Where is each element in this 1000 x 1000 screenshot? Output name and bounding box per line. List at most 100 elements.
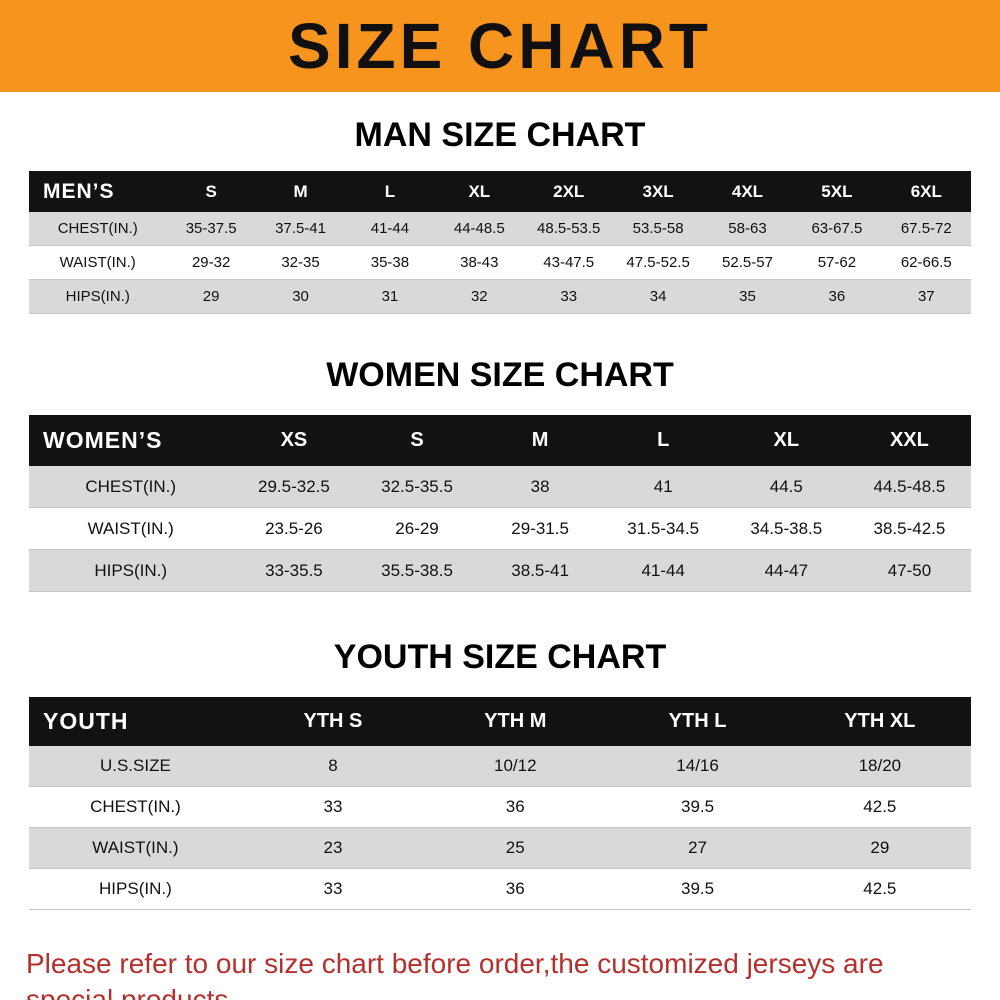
size-chart-banner: SIZE CHART bbox=[0, 0, 1000, 92]
table-group-label: YOUTH bbox=[29, 697, 242, 746]
size-column-header: XS bbox=[232, 415, 356, 466]
size-value-cell: 47.5-52.5 bbox=[626, 254, 690, 271]
measurement-row: HIPS(IN.) 33-35.5 35.5-38.5 38.5-41 41-44 44-… bbox=[29, 549, 971, 592]
size-value-cell: 36 bbox=[505, 797, 525, 816]
table-header-row: MEN’S S M L XL 2XL 3XL 4XL 5XL 6XL bbox=[29, 171, 971, 212]
size-column-header: L bbox=[601, 415, 725, 466]
size-column-header: S bbox=[166, 171, 256, 212]
size-column-header: 2XL bbox=[524, 171, 614, 212]
table-header-row: WOMEN’S XS S M L XL XXL bbox=[29, 415, 971, 466]
size-value-cell: 32-35 bbox=[281, 254, 320, 271]
size-value-cell: 35.5-38.5 bbox=[381, 560, 453, 580]
table-group-label: WOMEN’S bbox=[29, 415, 233, 466]
table-group-label: MEN’S bbox=[29, 171, 167, 212]
size-value-cell: 37 bbox=[917, 288, 935, 305]
measurement-label: CHEST(IN.) bbox=[90, 797, 181, 816]
size-value-cell: 44-47 bbox=[764, 560, 809, 580]
size-value-cell: 52.5-57 bbox=[722, 254, 773, 271]
size-value-cell: 29-32 bbox=[191, 254, 231, 271]
size-value-cell: 38.5-42.5 bbox=[873, 518, 946, 538]
size-value-cell: 35-37.5 bbox=[185, 220, 237, 237]
size-value-cell: 62-66.5 bbox=[900, 254, 952, 271]
measurement-row: HIPS(IN.) 29 30 31 32 33 34 35 36 37 bbox=[29, 279, 971, 314]
size-value-cell: 31 bbox=[381, 288, 399, 305]
size-column-header: YTH M bbox=[424, 697, 607, 746]
size-value-cell: 58-63 bbox=[728, 220, 767, 237]
measurement-label: HIPS(IN.) bbox=[65, 288, 130, 305]
women-size-chart-section: WOMEN SIZE CHART WOMEN’S XS S M L XL XXL CHEST(… bbox=[0, 356, 1000, 592]
size-column-header: L bbox=[345, 171, 435, 212]
size-value-cell: 38-43 bbox=[460, 254, 499, 271]
size-value-cell: 25 bbox=[505, 838, 525, 857]
size-value-cell: 33 bbox=[560, 288, 578, 305]
size-value-cell: 44-48.5 bbox=[453, 220, 505, 237]
size-column-header: YTH L bbox=[606, 697, 789, 746]
size-value-cell: 18/20 bbox=[858, 756, 902, 775]
size-value-cell: 48.5-53.5 bbox=[537, 220, 601, 237]
size-value-cell: 23 bbox=[323, 838, 343, 857]
size-column-header: XL bbox=[434, 171, 525, 212]
measurement-label: CHEST(IN.) bbox=[57, 220, 138, 237]
size-value-cell: 39.5 bbox=[681, 797, 715, 816]
size-value-cell: 63-67.5 bbox=[811, 220, 863, 237]
measurement-label: WAIST(IN.) bbox=[59, 254, 136, 271]
size-column-header: YTH S bbox=[241, 697, 425, 746]
size-value-cell: 44.5 bbox=[769, 476, 803, 496]
size-value-cell: 43-47.5 bbox=[543, 254, 595, 271]
men-size-table: MEN’S S M L XL 2XL 3XL 4XL 5XL 6XL CHEST(IN.) 35-37… bbox=[29, 171, 971, 314]
size-column-header: 5XL bbox=[792, 171, 882, 212]
size-value-cell: 26-29 bbox=[395, 518, 439, 538]
size-value-cell: 39.5 bbox=[681, 879, 715, 898]
size-column-header: YTH XL bbox=[788, 697, 971, 746]
measurement-label: WAIST(IN.) bbox=[92, 838, 179, 857]
size-value-cell: 35-38 bbox=[370, 254, 410, 271]
size-value-cell: 8 bbox=[328, 756, 338, 775]
size-value-cell: 42.5 bbox=[863, 797, 897, 816]
measurement-label: CHEST(IN.) bbox=[85, 476, 177, 496]
size-column-header: M bbox=[478, 415, 602, 466]
size-value-cell: 44.5-48.5 bbox=[873, 476, 946, 496]
size-value-cell: 42.5 bbox=[863, 879, 897, 898]
size-column-header: M bbox=[255, 171, 346, 212]
order-disclaimer: Please refer to our size chart before or… bbox=[0, 946, 1000, 1000]
size-value-cell: 29 bbox=[202, 288, 220, 305]
measurement-row: U.S.SIZE 8 10/12 14/16 18/20 bbox=[29, 746, 971, 787]
size-value-cell: 31.5-34.5 bbox=[627, 518, 700, 538]
measurement-row: CHEST(IN.) 35-37.5 37.5-41 41-44 44-48.5 48.5… bbox=[29, 212, 971, 246]
size-value-cell: 34.5-38.5 bbox=[750, 518, 823, 538]
size-value-cell: 35 bbox=[739, 288, 756, 305]
women-section-title: WOMEN SIZE CHART bbox=[326, 356, 674, 394]
size-value-cell: 57-62 bbox=[817, 254, 857, 271]
size-value-cell: 37.5-41 bbox=[275, 220, 326, 237]
measurement-label: HIPS(IN.) bbox=[99, 879, 172, 898]
size-value-cell: 29.5-32.5 bbox=[258, 476, 330, 496]
size-value-cell: 32 bbox=[470, 288, 488, 305]
youth-size-table: YOUTH YTH S YTH M YTH L YTH XL U.S.SIZE 8 10/12… bbox=[29, 697, 971, 910]
measurement-row: HIPS(IN.) 33 36 39.5 42.5 bbox=[29, 868, 971, 910]
size-value-cell: 32.5-35.5 bbox=[381, 476, 453, 496]
size-value-cell: 30 bbox=[292, 288, 309, 305]
size-value-cell: 47-50 bbox=[887, 560, 932, 580]
youth-section-title: YOUTH SIZE CHART bbox=[333, 638, 667, 676]
size-value-cell: 41-44 bbox=[370, 220, 410, 237]
size-value-cell: 29-31.5 bbox=[511, 518, 569, 538]
measurement-row: CHEST(IN.) 29.5-32.5 32.5-35.5 38 41 44.5 44.5… bbox=[29, 466, 971, 508]
size-value-cell: 36 bbox=[505, 879, 525, 898]
size-value-cell: 38.5-41 bbox=[511, 560, 569, 580]
size-value-cell: 33 bbox=[323, 797, 343, 816]
men-size-chart-section: MAN SIZE CHART MEN’S S M L XL 2XL 3XL 4XL 5XL 6XL… bbox=[0, 116, 1000, 314]
measurement-label: U.S.SIZE bbox=[99, 756, 171, 775]
table-header-row: YOUTH YTH S YTH M YTH L YTH XL bbox=[29, 697, 971, 746]
measurement-row: WAIST(IN.) 23 25 27 29 bbox=[29, 827, 971, 869]
banner-title: SIZE CHART bbox=[288, 10, 712, 82]
size-value-cell: 53.5-58 bbox=[632, 220, 684, 237]
measurement-label: WAIST(IN.) bbox=[87, 518, 174, 538]
size-value-cell: 23.5-26 bbox=[265, 518, 323, 538]
size-value-cell: 27 bbox=[688, 838, 708, 857]
disclaimer-line-1: Please refer to our size chart before or… bbox=[26, 948, 884, 1000]
size-value-cell: 10/12 bbox=[493, 756, 537, 775]
size-value-cell: 14/16 bbox=[676, 756, 719, 775]
size-value-cell: 33-35.5 bbox=[265, 560, 323, 580]
youth-size-chart-section: YOUTH SIZE CHART YOUTH YTH S YTH M YTH L YTH… bbox=[0, 638, 1000, 910]
